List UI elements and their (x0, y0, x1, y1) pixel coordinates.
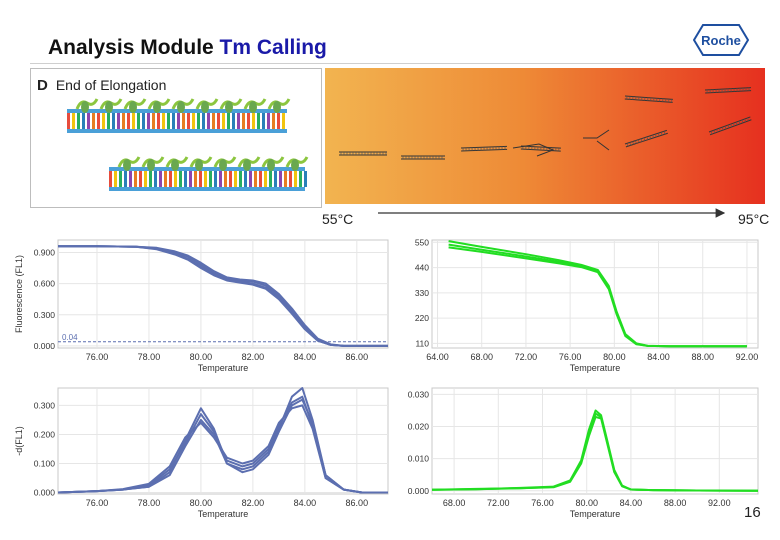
title-accent: Tm Calling (219, 36, 327, 59)
y-tick-label: 550 (415, 237, 429, 247)
y-tick-label: 0.600 (34, 279, 56, 289)
roche-logo: Roche (693, 24, 749, 56)
panel-letter: D (37, 77, 48, 94)
x-tick-label: 68.00 (470, 352, 493, 362)
high-temp-label: 95°C (738, 211, 769, 227)
logo-text: Roche (701, 33, 741, 48)
x-tick-label: 84.00 (294, 352, 317, 362)
y-tick-label: 330 (415, 288, 429, 298)
melting-dna-illustration (325, 68, 765, 204)
x-tick-label: 88.00 (691, 352, 714, 362)
x-tick-label: 76.00 (559, 352, 582, 362)
x-tick-label: 88.00 (664, 498, 687, 508)
x-tick-label: 92.00 (736, 352, 759, 362)
y-tick-label: 0.000 (34, 488, 56, 498)
x-tick-label: 80.00 (190, 352, 213, 362)
series-line (58, 245, 388, 347)
title-divider (30, 63, 760, 64)
series-line (431, 415, 759, 492)
plot-area (431, 387, 759, 495)
temperature-gradient (325, 68, 765, 204)
y-axis-label: -d(FL1) (14, 426, 24, 456)
dna-fragment (401, 155, 445, 160)
x-tick-label: 72.00 (487, 498, 510, 508)
y-tick-label: 0.030 (408, 389, 430, 399)
x-axis-label: Temperature (570, 363, 621, 373)
x-tick-label: 68.00 (443, 498, 466, 508)
x-tick-label: 82.00 (242, 498, 265, 508)
plot-area (57, 387, 389, 495)
series-line (448, 246, 747, 348)
y-tick-label: 0.200 (34, 429, 56, 439)
x-axis-label: Temperature (198, 363, 249, 373)
melt-gradient-panel (325, 68, 765, 206)
dna-strands-illustration (67, 98, 309, 191)
x-tick-label: 84.00 (294, 498, 317, 508)
y-tick-label: 0.020 (408, 422, 430, 432)
x-tick-label: 80.00 (603, 352, 626, 362)
x-tick-label: 92.00 (708, 498, 731, 508)
threshold-label: 0.04 (62, 333, 78, 342)
dna-fragment (708, 116, 752, 136)
derivative-chart-green: 68.00 72.00 76.00 80.00 84.00 88.00 92.00 0.000… (408, 387, 759, 519)
y-tick-label: 0.100 (34, 459, 56, 469)
fluorescence-chart-green: 64.00 68.00 72.00 76.00 80.00 84.00 88.00 92.00… (415, 237, 759, 373)
y-tick-label: 0.010 (408, 454, 430, 464)
low-temp-label: 55°C (322, 211, 353, 227)
x-tick-label: 78.00 (138, 352, 161, 362)
y-tick-label: 0.000 (408, 486, 430, 496)
plot-area (431, 239, 759, 349)
dna-fragment (704, 87, 752, 94)
y-tick-label: 110 (415, 338, 429, 348)
y-tick-label: 0.000 (34, 341, 56, 351)
x-tick-label: 80.00 (575, 498, 598, 508)
elongation-panel: D End of Elongation (30, 68, 322, 208)
derivative-chart-blue: 76.00 78.00 80.00 82.00 84.00 86.00 0.000 0.100… (14, 387, 389, 519)
x-tick-label: 80.00 (190, 498, 213, 508)
page-number: 16 (744, 504, 761, 521)
x-tick-label: 64.00 (426, 352, 449, 362)
x-axis-label: Temperature (198, 509, 249, 519)
x-tick-label: 84.00 (647, 352, 670, 362)
dna-fragment (624, 129, 668, 148)
fluorescence-chart-blue: 76.00 78.00 80.00 82.00 84.00 86.00 0.000 0.300… (14, 239, 389, 373)
x-tick-label: 76.00 (531, 498, 554, 508)
panel-caption: End of Elongation (55, 77, 167, 93)
x-tick-label: 76.00 (86, 352, 109, 362)
dna-strand (109, 156, 309, 191)
dna-fragment (339, 151, 387, 156)
y-tick-label: 0.300 (34, 400, 56, 410)
y-tick-label: 0.300 (34, 310, 56, 320)
dna-fork (512, 129, 610, 157)
slide-title: Analysis Module Tm Calling (48, 36, 327, 60)
dna-fragment (460, 145, 508, 152)
temperature-scale: 55°C 95°C (322, 208, 769, 227)
x-tick-label: 86.00 (346, 352, 369, 362)
y-tick-label: 220 (415, 313, 429, 323)
dna-strand (67, 98, 291, 133)
dna-fragment (624, 95, 673, 103)
x-tick-label: 72.00 (515, 352, 538, 362)
dna-fragment (520, 145, 561, 152)
plot-area (57, 239, 389, 349)
x-tick-label: 82.00 (242, 352, 265, 362)
elongation-label: D End of Elongation (37, 77, 166, 94)
y-tick-label: 440 (415, 263, 429, 273)
x-axis-label: Temperature (570, 509, 621, 519)
x-tick-label: 86.00 (346, 498, 369, 508)
title-prefix: Analysis Module (48, 36, 220, 59)
x-tick-label: 84.00 (620, 498, 643, 508)
series-line (57, 404, 388, 494)
x-tick-label: 78.00 (138, 498, 161, 508)
x-tick-label: 76.00 (86, 498, 109, 508)
series-line (58, 245, 388, 347)
y-tick-label: 0.900 (34, 247, 56, 257)
y-axis-label: Fluorescence (FL1) (14, 255, 24, 333)
